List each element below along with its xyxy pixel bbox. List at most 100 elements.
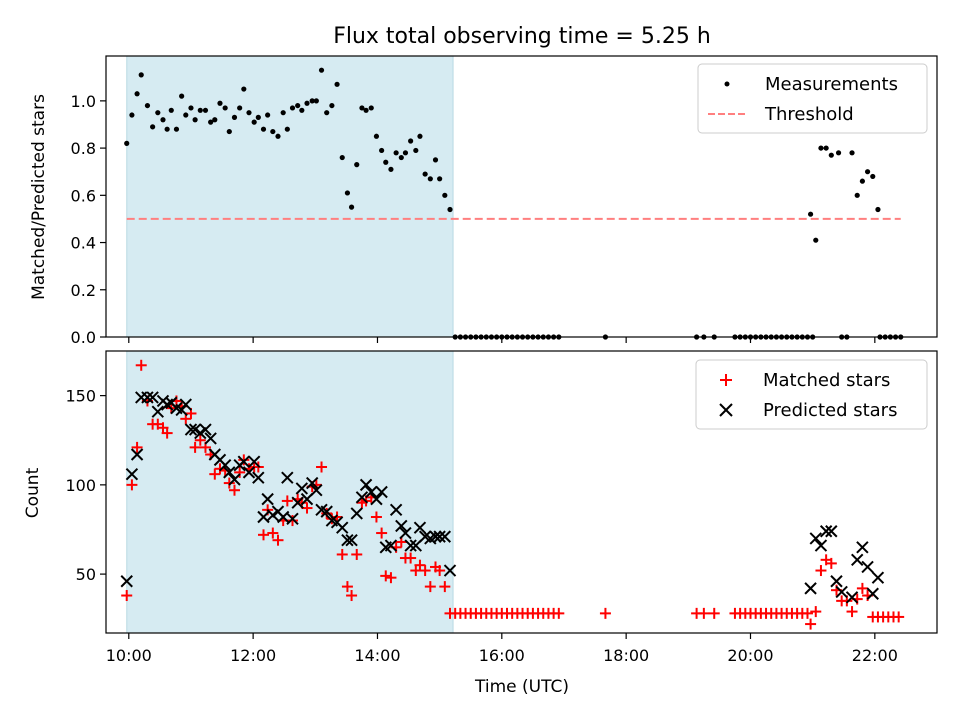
predicted-star-point — [247, 455, 261, 468]
measurement-point — [329, 102, 335, 109]
top-y-axis-label: Matched/Predicted stars — [29, 94, 49, 300]
measurement-point — [202, 107, 209, 113]
predicted-star-point — [257, 510, 270, 524]
measurement-point — [447, 206, 453, 213]
predicted-star-point — [266, 508, 280, 522]
matched-star-point — [301, 502, 313, 514]
predicted-star-point — [204, 432, 217, 445]
bottom-y-ticks: 50 100 150 — [65, 387, 106, 584]
predicted-star-point — [438, 530, 452, 543]
measurement-point — [359, 105, 365, 111]
matched-star-point — [846, 606, 858, 618]
measurement-point — [226, 128, 232, 135]
top-ytick-label: 0.4 — [71, 234, 96, 253]
top-ytick-label: 0.6 — [71, 186, 96, 205]
measurement-point — [231, 114, 238, 120]
matched-star-point — [801, 607, 813, 619]
predicted-star-point — [305, 476, 319, 490]
matched-star-point — [810, 606, 822, 618]
bottom-axes-frame — [105, 350, 938, 634]
predicted-star-point — [252, 471, 265, 484]
predicted-star-point — [310, 484, 323, 497]
matched-star-point — [708, 607, 720, 619]
matched-star-point — [316, 461, 328, 473]
predicted-star-point — [281, 471, 294, 484]
measurement-point — [875, 206, 881, 213]
measurement-point — [363, 107, 369, 113]
measurement-point — [129, 112, 135, 118]
star-count-points — [120, 359, 905, 630]
predicted-star-point — [861, 560, 874, 574]
measurement-point — [835, 150, 842, 156]
predicted-star-point — [120, 575, 133, 588]
measurement-point — [318, 67, 325, 73]
measurement-point — [813, 237, 819, 243]
predicted-star-point — [276, 510, 290, 524]
predicted-star-point — [404, 539, 417, 552]
predicted-star-point — [871, 571, 885, 584]
predicted-star-point — [835, 585, 848, 599]
measurement-point — [265, 112, 271, 118]
predicted-star-point — [194, 426, 207, 440]
measurement-point — [354, 162, 360, 168]
predicted-star-point — [359, 478, 373, 492]
predicted-star-point — [830, 575, 843, 588]
legend-measurements: Measurements — [765, 74, 898, 95]
predicted-star-point — [291, 496, 304, 509]
measurement-point — [313, 98, 319, 104]
predicted-star-point — [819, 525, 833, 538]
measurement-point — [255, 114, 261, 120]
matched-star-point — [326, 513, 338, 525]
measurement-point — [422, 171, 428, 177]
predicted-star-point — [809, 532, 822, 545]
bottom-x-ticks: 10:00 12:00 14:00 16:00 18:00 20:00 22:00 — [106, 633, 898, 665]
predicted-star-point — [814, 539, 828, 552]
legend-matched-stars: Matched stars — [763, 370, 890, 391]
matched-star-point — [370, 511, 382, 523]
predicted-star-point — [223, 466, 236, 479]
top-ytick-label: 0.0 — [71, 328, 96, 347]
predicted-star-point — [184, 423, 198, 436]
matched-star-point — [341, 581, 353, 593]
predicted-star-point — [199, 423, 212, 436]
bottom-legend: Matched stars Predicted stars — [695, 359, 928, 430]
predicted-star-point — [228, 473, 241, 486]
measurement-point — [408, 138, 414, 144]
predicted-star-point — [350, 507, 363, 520]
matched-star-point — [405, 552, 417, 564]
top-highlight-span — [126, 55, 454, 338]
matched-star-point — [376, 527, 388, 539]
predicted-star-point — [218, 459, 232, 472]
measurement-point — [309, 98, 315, 104]
predicted-star-point — [151, 405, 165, 418]
predicted-star-point — [429, 530, 442, 543]
predicted-star-point — [336, 521, 349, 534]
predicted-star-point — [804, 582, 817, 595]
bottom-xtick-label: 14:00 — [354, 646, 400, 665]
x-marker-icon — [719, 403, 733, 417]
predicted-star-point — [242, 466, 256, 479]
top-ytick-label: 1.0 — [71, 92, 96, 111]
predicted-star-point — [261, 492, 274, 506]
measurement-point — [324, 110, 330, 116]
plus-marker-icon — [720, 374, 732, 386]
measurement-point — [402, 150, 409, 156]
bottom-ytick-label: 50 — [76, 565, 96, 584]
top-axes-frame — [105, 55, 938, 338]
bottom-xtick-label: 16:00 — [479, 646, 525, 665]
matched-star-point — [856, 582, 868, 594]
predicted-star-point — [146, 391, 159, 404]
predicted-star-point — [179, 398, 192, 411]
measurement-point — [212, 117, 218, 123]
top-legend-box — [697, 63, 928, 134]
predicted-star-point — [375, 485, 388, 499]
measurement-point — [818, 145, 824, 151]
measurement-point — [437, 176, 443, 182]
measurement-point — [849, 150, 855, 156]
predicted-star-point — [295, 482, 309, 495]
measurement-point — [134, 91, 140, 97]
bottom-ytick-label: 150 — [65, 387, 96, 406]
matched-star-point — [599, 607, 611, 619]
measurement-point — [208, 119, 214, 125]
measurement-point — [870, 173, 876, 180]
